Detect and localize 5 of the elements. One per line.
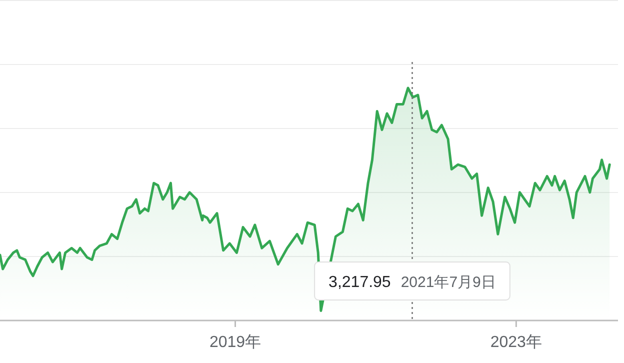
annotation: 2021年7月9日 (400, 274, 496, 291)
x-tick-label: 2019年 (209, 334, 262, 351)
annotation: 3,217.95 (328, 274, 391, 291)
x-tick-label: 2023年 (490, 334, 542, 351)
tooltip: 3,217.95 2021年7月9日 (314, 262, 510, 300)
